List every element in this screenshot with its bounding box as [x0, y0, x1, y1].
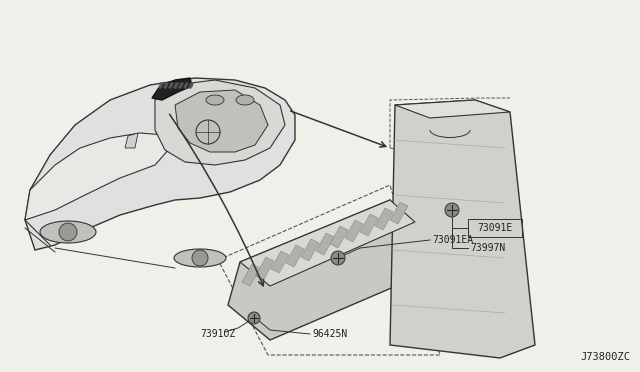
- Polygon shape: [155, 80, 285, 165]
- Polygon shape: [242, 264, 260, 286]
- Text: 73997N: 73997N: [470, 243, 505, 253]
- Polygon shape: [152, 78, 192, 100]
- Text: J73800ZC: J73800ZC: [580, 352, 630, 362]
- Ellipse shape: [174, 249, 226, 267]
- Polygon shape: [316, 233, 334, 255]
- Polygon shape: [25, 133, 170, 220]
- Polygon shape: [395, 100, 510, 118]
- Text: 96425N: 96425N: [312, 329, 348, 339]
- Polygon shape: [375, 208, 393, 230]
- Text: 7391OZ: 7391OZ: [200, 329, 236, 339]
- Polygon shape: [390, 202, 408, 224]
- Polygon shape: [163, 82, 169, 89]
- Circle shape: [59, 223, 77, 241]
- Polygon shape: [25, 78, 295, 250]
- Polygon shape: [360, 214, 378, 236]
- Polygon shape: [168, 82, 174, 89]
- Text: 73091E: 73091E: [477, 223, 513, 233]
- Ellipse shape: [206, 95, 224, 105]
- Polygon shape: [228, 200, 420, 340]
- Polygon shape: [256, 257, 274, 279]
- Polygon shape: [345, 220, 363, 242]
- Polygon shape: [175, 90, 268, 152]
- Circle shape: [192, 250, 208, 266]
- Polygon shape: [183, 82, 189, 89]
- Polygon shape: [240, 200, 415, 286]
- Polygon shape: [173, 82, 179, 89]
- Polygon shape: [330, 226, 348, 248]
- Circle shape: [331, 251, 345, 265]
- Polygon shape: [125, 133, 138, 148]
- Polygon shape: [188, 82, 194, 89]
- Text: 73091EA: 73091EA: [432, 235, 473, 245]
- Polygon shape: [286, 245, 304, 267]
- Circle shape: [248, 312, 260, 324]
- Polygon shape: [178, 82, 184, 89]
- Polygon shape: [301, 239, 319, 261]
- Polygon shape: [390, 100, 535, 358]
- Ellipse shape: [236, 95, 254, 105]
- Polygon shape: [158, 82, 164, 89]
- Circle shape: [445, 203, 459, 217]
- Ellipse shape: [40, 221, 96, 243]
- Polygon shape: [271, 251, 289, 273]
